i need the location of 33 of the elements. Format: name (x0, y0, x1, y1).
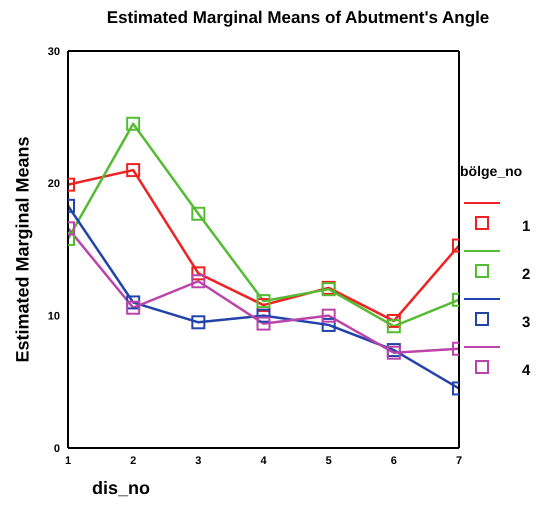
y-tick-label: 30 (48, 46, 60, 58)
x-tick-label: 5 (326, 454, 332, 467)
point (191, 266, 206, 280)
x-tick-label: 2 (130, 454, 136, 467)
x-tick-label: 3 (195, 454, 202, 467)
point (322, 308, 336, 323)
point (126, 300, 140, 315)
point (191, 274, 206, 288)
point (191, 315, 206, 330)
legend-label: 4 (522, 362, 530, 378)
x-tick-label: 1 (64, 454, 72, 467)
point (386, 346, 401, 360)
x-tick-label: 7 (456, 454, 462, 467)
point (256, 308, 270, 323)
legend-title: bölge_no (460, 163, 524, 179)
chart-title: Estimated Marginal Means of Abutment's Angle (106, 8, 490, 29)
legend-label: 2 (522, 266, 530, 282)
legend-label: 3 (522, 314, 530, 330)
y-tick-label: 0 (54, 442, 60, 455)
point (191, 206, 206, 221)
point (386, 319, 401, 334)
point (322, 318, 336, 332)
y-tick-label: 10 (48, 310, 60, 323)
point (256, 294, 270, 308)
point (256, 316, 270, 331)
x-tick-label: 4 (260, 454, 268, 467)
legend-label: 1 (522, 218, 530, 234)
point (126, 116, 140, 131)
y-axis-title: Estimated Marginal Means (12, 136, 32, 363)
y-tick-label: 20 (48, 178, 60, 190)
x-axis-title: dis_no (92, 478, 150, 498)
x-tick-label: 6 (390, 454, 397, 467)
point (126, 163, 140, 178)
